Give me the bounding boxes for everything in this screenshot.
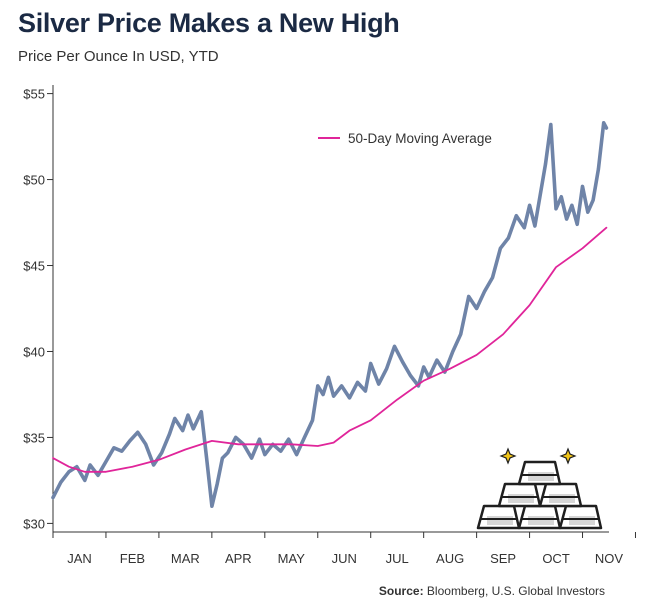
x-tick-label: APR	[225, 551, 252, 566]
series-line-silver-price	[51, 121, 609, 508]
x-axis-tick-labels: JAN FEB MAR APR MAY JUN JUL AUG SEP OCT NOV	[67, 551, 623, 566]
x-tick-label: JUN	[332, 551, 357, 566]
y-tick-label: $45	[23, 259, 45, 274]
y-tick-label: $35	[23, 430, 45, 445]
x-tick-label: MAR	[171, 551, 200, 566]
series-line-ma50	[52, 226, 608, 473]
source-note: Source: Bloomberg, U.S. Global Investors	[379, 584, 605, 598]
x-tick-label: JUL	[386, 551, 409, 566]
y-tick-label: $55	[23, 87, 45, 102]
x-tick-label: MAY	[278, 551, 306, 566]
y-tick-label: $50	[23, 173, 45, 188]
x-tick-label: AUG	[436, 551, 464, 566]
x-tick-label: NOV	[595, 551, 624, 566]
source-text: Bloomberg, U.S. Global Investors	[426, 584, 605, 598]
silver-bars-icon	[476, 447, 603, 530]
x-tick-label: JAN	[67, 551, 92, 566]
source-label: Source:	[378, 584, 424, 598]
y-tick-label: $40	[23, 344, 45, 359]
x-tick-label: FEB	[120, 551, 145, 566]
chart-series	[51, 121, 609, 508]
y-tick-label: $30	[23, 516, 45, 531]
chart-title: Silver Price Makes a New High	[18, 8, 400, 38]
chart-subtitle: Price Per Ounce In USD, YTD	[18, 48, 219, 65]
y-axis-tick-labels: $30 $35 $40 $45 $50 $55	[23, 87, 45, 532]
legend-label-ma50: 50-Day Moving Average	[348, 131, 492, 146]
x-tick-label: SEP	[490, 551, 516, 566]
chart-legend: 50-Day Moving Average	[318, 131, 492, 146]
x-tick-label: OCT	[542, 551, 570, 566]
